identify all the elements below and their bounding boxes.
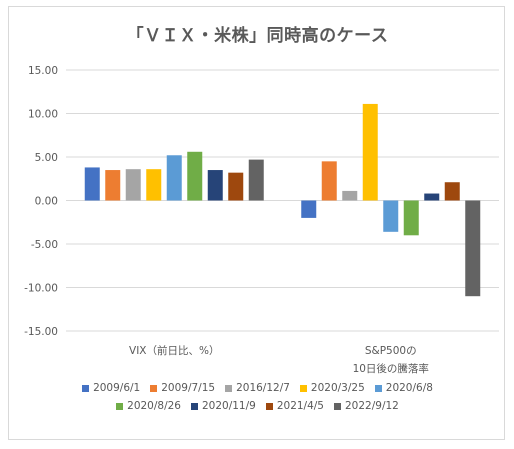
bar — [248, 159, 264, 201]
legend-item: 2016/12/7 — [225, 382, 290, 394]
bar — [228, 172, 244, 201]
legend-swatch — [225, 384, 233, 392]
legend-label: 2020/6/8 — [385, 382, 433, 394]
y-tick-label: 10.00 — [28, 109, 58, 121]
bar — [166, 155, 182, 201]
legend-row: 2020/8/26 2020/11/9 2021/4/5 2022/9/12 — [9, 400, 506, 412]
bar — [321, 161, 337, 201]
chart-frame: 「ＶＩＸ・米株」同時高のケース 15.00 10.00 5.00 0.00 -5.00 -… — [8, 6, 505, 440]
bar — [301, 200, 317, 218]
legend-swatch — [82, 384, 90, 392]
bar — [125, 169, 141, 201]
legend-item: 2020/11/9 — [190, 400, 256, 412]
legend-swatch — [150, 384, 158, 392]
legend-item: 2009/6/1 — [82, 382, 140, 394]
bar — [207, 170, 223, 201]
chart-title: 「ＶＩＸ・米株」同時高のケース — [126, 26, 389, 46]
bar — [465, 200, 481, 297]
chart-plot: 15.00 10.00 5.00 0.00 -5.00 -10.00 -15.00 VIX（前… — [24, 65, 499, 375]
legend-item: 2020/6/8 — [374, 382, 433, 394]
legend-label: 2009/6/1 — [93, 382, 141, 394]
x-category-label: 10日後の騰落率 — [353, 362, 429, 375]
legend-item: 2020/8/26 — [116, 400, 181, 412]
legend-swatch — [299, 384, 307, 392]
x-category-label: S&P500の — [365, 345, 417, 357]
legend-item: 2009/7/15 — [150, 382, 215, 394]
legend-label: 2020/11/9 — [201, 400, 256, 412]
y-tick-label: 0.00 — [35, 196, 58, 208]
legend-label: 2016/12/7 — [236, 382, 290, 394]
legend-row: 2009/6/1 2009/7/15 2016/12/7 2020/3/25 2020/… — [9, 382, 506, 394]
legend-swatch — [265, 402, 273, 410]
legend-swatch — [116, 402, 124, 410]
legend-label: 2020/3/25 — [310, 382, 365, 394]
chart-legend: 2009/6/1 2009/7/15 2016/12/7 2020/3/25 2020/… — [9, 382, 506, 418]
bar — [403, 200, 419, 236]
y-tick-label: 15.00 — [28, 65, 58, 77]
legend-label: 2009/7/15 — [161, 382, 216, 394]
y-tick-label: 5.00 — [35, 152, 58, 164]
bar — [383, 200, 399, 232]
legend-label: 2021/4/5 — [276, 400, 324, 412]
legend-label: 2022/9/12 — [345, 400, 399, 412]
y-tick-label: -5.00 — [31, 239, 58, 251]
legend-swatch — [374, 384, 382, 392]
bar — [84, 167, 100, 201]
x-category-label: VIX（前日比、%） — [129, 344, 219, 357]
bar — [444, 182, 460, 201]
bar — [187, 151, 203, 201]
bar — [105, 170, 121, 201]
y-tick-label: -15.00 — [24, 326, 58, 338]
legend-item: 2020/3/25 — [299, 382, 365, 394]
bar — [146, 169, 162, 201]
legend-item: 2022/9/12 — [334, 400, 399, 412]
bar — [362, 103, 378, 201]
legend-label: 2020/8/26 — [127, 400, 181, 412]
legend-item: 2021/4/5 — [265, 400, 324, 412]
legend-swatch — [190, 402, 198, 410]
bar — [342, 190, 358, 201]
legend-swatch — [334, 402, 341, 410]
y-tick-label: -10.00 — [24, 283, 58, 295]
bar — [424, 193, 440, 201]
